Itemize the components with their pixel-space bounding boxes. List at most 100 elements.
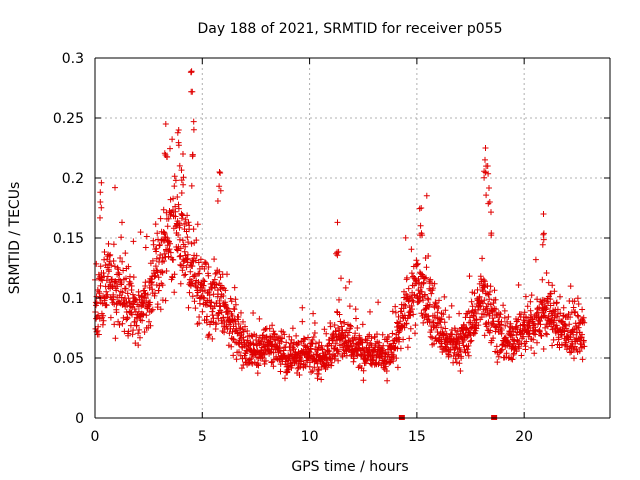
- data-point-256: [149, 279, 156, 285]
- data-point-1083: [332, 340, 339, 347]
- data-point-287: [155, 274, 162, 281]
- data-point-139: [123, 275, 129, 282]
- data-point-332: [165, 215, 172, 222]
- data-point-2180: [576, 348, 583, 355]
- data-point-1523: [431, 340, 437, 347]
- data-point-336: [167, 145, 173, 152]
- data-point-1042: [323, 354, 330, 361]
- data-point-1077: [331, 322, 338, 328]
- data-point-352: [170, 256, 177, 263]
- data-point-476: [197, 256, 204, 263]
- data-point-499: [202, 260, 209, 267]
- data-point-1767: [485, 300, 492, 307]
- data-point-257: [149, 286, 156, 293]
- data-point-850: [281, 331, 288, 338]
- data-point-646: [235, 321, 242, 327]
- data-point-872: [286, 333, 293, 340]
- data-point-2032: [544, 331, 550, 338]
- data-point-1489: [423, 264, 430, 271]
- y-tick-label-6: 0.3: [62, 51, 84, 67]
- data-point-610: [227, 295, 234, 302]
- data-point-146: [124, 315, 131, 322]
- data-point-932: [299, 318, 306, 325]
- data-point-1354: [393, 355, 400, 362]
- data-point-111: [116, 321, 123, 328]
- data-point-511: [205, 332, 212, 339]
- data-point-308: [160, 206, 167, 213]
- data-point-1141: [346, 329, 352, 336]
- data-point-2198: [581, 319, 588, 326]
- data-point-419: [185, 239, 192, 246]
- data-point-160: [127, 280, 134, 287]
- data-point-634: [232, 301, 239, 308]
- data-point-1777: [487, 327, 494, 334]
- data-point-1103: [337, 318, 344, 325]
- data-point-321: [163, 268, 170, 274]
- data-point-14: [95, 323, 102, 330]
- data-point-418: [184, 251, 191, 258]
- data-point-226: [142, 279, 149, 286]
- data-point-1925: [520, 333, 527, 340]
- data-point-1108: [338, 323, 345, 330]
- data-point-449: [191, 271, 198, 278]
- data-point-137: [122, 250, 129, 257]
- data-point-2030: [543, 305, 550, 312]
- data-point-1097: [336, 296, 342, 303]
- data-point-83: [110, 296, 117, 303]
- data-point-1689: [467, 332, 474, 339]
- data-point-255: [148, 307, 155, 314]
- data-point-2210: [175, 127, 182, 133]
- data-point-1488: [423, 274, 429, 281]
- data-point-165: [128, 283, 135, 289]
- data-point-1986: [534, 339, 540, 346]
- data-point-269: [152, 290, 158, 297]
- data-point-919: [296, 372, 303, 378]
- data-point-1843: [501, 314, 508, 321]
- data-point-2065: [551, 288, 558, 295]
- data-point-944: [301, 336, 308, 343]
- data-point-97: [113, 309, 120, 316]
- data-point-1871: [508, 355, 515, 362]
- x-tick-label-4: 20: [515, 429, 533, 445]
- data-point-1162: [350, 358, 357, 365]
- data-point-1178: [354, 325, 361, 331]
- data-point-127: [120, 267, 127, 274]
- data-point-196: [135, 292, 142, 299]
- data-point-1128: [342, 284, 349, 291]
- data-point-301: [159, 268, 165, 275]
- data-point-2234: [217, 170, 224, 176]
- data-point-386: [177, 280, 184, 287]
- data-point-1206: [360, 377, 367, 384]
- data-point-1692: [468, 298, 475, 305]
- data-point-2231: [214, 198, 221, 204]
- data-point-624: [230, 336, 237, 343]
- data-point-102: [114, 264, 121, 271]
- data-point-346: [169, 136, 176, 143]
- data-point-1311: [383, 368, 390, 374]
- data-point-73: [108, 262, 115, 269]
- data-point-58: [104, 273, 111, 280]
- data-point-769: [262, 357, 269, 364]
- data-point-447: [191, 298, 198, 305]
- data-point-1173: [353, 315, 359, 322]
- data-point-243: [146, 318, 152, 325]
- data-point-1995: [536, 328, 542, 335]
- data-point-486: [200, 277, 207, 284]
- data-point-89: [112, 184, 118, 191]
- data-point-1296: [380, 342, 387, 349]
- data-point-1834: [500, 302, 507, 309]
- data-point-125: [119, 289, 126, 296]
- data-point-593: [224, 271, 230, 278]
- data-point-724: [253, 349, 259, 355]
- data-point-2054: [549, 342, 556, 349]
- x-axis-label: GPS time / hours: [291, 459, 408, 475]
- data-point-334: [166, 246, 173, 253]
- data-point-374: [175, 232, 182, 238]
- data-point-2260: [540, 211, 547, 217]
- data-point-385: [177, 245, 184, 252]
- data-point-2200: [98, 179, 105, 186]
- data-point-1559: [438, 315, 445, 322]
- data-point-1619: [452, 327, 459, 334]
- data-point-1510: [427, 333, 434, 340]
- x-tick-label-3: 15: [408, 429, 426, 445]
